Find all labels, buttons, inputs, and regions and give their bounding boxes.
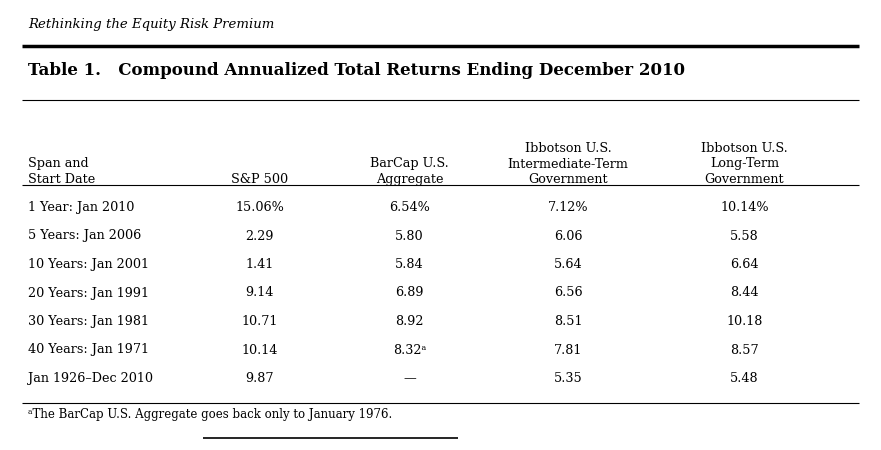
Text: Government: Government [705,173,784,186]
Text: 8.44: 8.44 [730,287,759,300]
Text: Aggregate: Aggregate [376,173,443,186]
Text: 8.51: 8.51 [554,315,582,328]
Text: 8.92: 8.92 [396,315,424,328]
Text: —: — [403,372,416,385]
Text: 2.29: 2.29 [246,230,274,243]
Text: 10.71: 10.71 [241,315,278,328]
Text: 8.32ᵃ: 8.32ᵃ [393,343,426,356]
Text: 20 Years: Jan 1991: 20 Years: Jan 1991 [28,287,149,300]
Text: 10.18: 10.18 [726,315,763,328]
Text: Government: Government [529,173,608,186]
Text: 5 Years: Jan 2006: 5 Years: Jan 2006 [28,230,142,243]
Text: Ibbotson U.S.: Ibbotson U.S. [525,142,611,155]
Text: 30 Years: Jan 1981: 30 Years: Jan 1981 [28,315,149,328]
Text: 1.41: 1.41 [246,258,274,271]
Text: Intermediate-Term: Intermediate-Term [507,158,629,171]
Text: Ibbotson U.S.: Ibbotson U.S. [701,142,788,155]
Text: 5.80: 5.80 [396,230,424,243]
Text: 5.64: 5.64 [554,258,582,271]
Text: 8.57: 8.57 [730,343,759,356]
Text: 9.14: 9.14 [246,287,274,300]
Text: ᵃThe BarCap U.S. Aggregate goes back only to January 1976.: ᵃThe BarCap U.S. Aggregate goes back onl… [28,408,392,421]
Text: 5.84: 5.84 [396,258,424,271]
Text: 5.58: 5.58 [730,230,759,243]
Text: 6.06: 6.06 [554,230,582,243]
Text: 10 Years: Jan 2001: 10 Years: Jan 2001 [28,258,149,271]
Text: S&P 500: S&P 500 [232,173,288,186]
Text: Long-Term: Long-Term [710,158,779,171]
Text: 6.89: 6.89 [396,287,424,300]
Text: 15.06%: 15.06% [235,201,285,214]
Text: 40 Years: Jan 1971: 40 Years: Jan 1971 [28,343,149,356]
Text: Span and: Span and [28,158,89,171]
Text: 6.54%: 6.54% [389,201,430,214]
Text: Start Date: Start Date [28,173,95,186]
Text: 9.87: 9.87 [246,372,274,385]
Text: 10.14: 10.14 [241,343,278,356]
Text: 5.35: 5.35 [554,372,582,385]
Text: 1 Year: Jan 2010: 1 Year: Jan 2010 [28,201,135,214]
Text: Jan 1926–Dec 2010: Jan 1926–Dec 2010 [28,372,153,385]
Text: Table 1.   Compound Annualized Total Returns Ending December 2010: Table 1. Compound Annualized Total Retur… [28,62,685,79]
Text: 10.14%: 10.14% [720,201,769,214]
Text: Rethinking the Equity Risk Premium: Rethinking the Equity Risk Premium [28,18,275,31]
Text: 7.81: 7.81 [554,343,582,356]
Text: BarCap U.S.: BarCap U.S. [370,158,449,171]
Text: 6.56: 6.56 [554,287,582,300]
Text: 7.12%: 7.12% [548,201,589,214]
Text: 6.64: 6.64 [730,258,759,271]
Text: 5.48: 5.48 [730,372,759,385]
